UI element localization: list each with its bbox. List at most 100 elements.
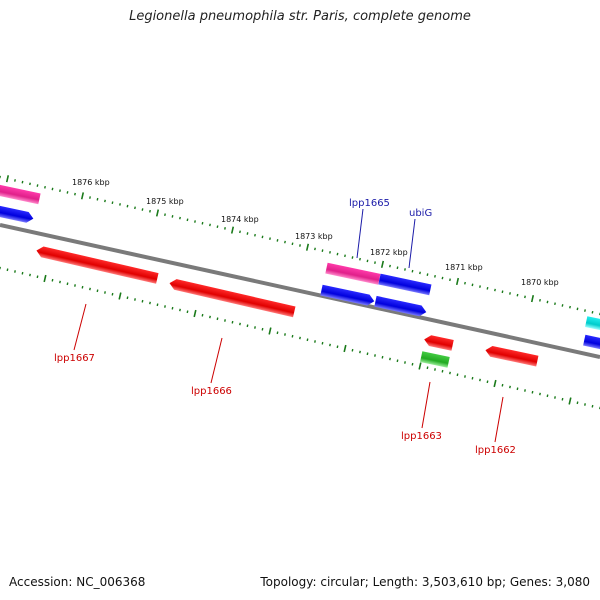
minor-tick [284, 240, 286, 244]
gene-pink-left[interactable] [0, 182, 41, 205]
minor-tick [171, 215, 174, 218]
minor-tick [336, 345, 339, 349]
minor-tick [59, 189, 61, 193]
minor-tick [104, 291, 106, 294]
gene-lpp1664[interactable] [423, 334, 454, 351]
minor-tick [156, 303, 159, 307]
minor-tick [261, 327, 264, 331]
minor-tick [516, 387, 519, 391]
minor-tick [299, 336, 301, 340]
minor-tick [404, 268, 406, 271]
major-tick [230, 226, 235, 234]
minor-tick [201, 221, 204, 225]
minor-tick [479, 285, 481, 288]
major-tick [305, 243, 310, 251]
minor-tick [314, 340, 316, 343]
minor-tick [171, 306, 174, 310]
minor-tick [111, 201, 114, 205]
minor-tick [96, 289, 99, 293]
minor-tick [591, 310, 594, 314]
minor-tick [434, 274, 436, 278]
minor-tick [359, 350, 361, 354]
genome-backbone [0, 223, 600, 359]
minor-tick [561, 397, 564, 401]
major-tick [43, 274, 47, 283]
minor-tick [321, 341, 324, 345]
minor-tick [486, 380, 489, 384]
minor-tick [246, 232, 249, 235]
minor-tick [426, 366, 429, 370]
minor-tick [516, 293, 519, 297]
minor-tick [426, 273, 429, 276]
map-title: Legionella pneumophila str. Paris, compl… [129, 9, 471, 24]
leader-line [73, 303, 87, 351]
minor-tick [66, 282, 69, 286]
tick-track-top [0, 175, 600, 316]
minor-tick [494, 288, 496, 292]
minor-tick [561, 304, 564, 307]
minor-tick [104, 199, 106, 203]
minor-tick [509, 385, 511, 389]
accession-text: Accession: NC_006368 [9, 575, 146, 589]
minor-tick [419, 271, 421, 275]
genome-summary-text: Topology: circular; Length: 3,503,610 bp… [260, 575, 590, 589]
major-tick [380, 260, 385, 268]
major-tick [530, 294, 535, 303]
gene-blue-left[interactable] [0, 203, 35, 224]
gene-ubiG[interactable] [378, 273, 432, 296]
minor-tick [336, 252, 339, 256]
major-tick [455, 277, 460, 286]
minor-tick [276, 331, 279, 335]
minor-tick [396, 266, 399, 270]
minor-tick [96, 197, 99, 201]
minor-tick [261, 235, 264, 239]
minor-tick [524, 389, 526, 392]
minor-tick [411, 362, 414, 366]
gene-lpp1665[interactable] [325, 262, 381, 285]
minor-tick [224, 227, 226, 230]
gene-label-ubiG: ubiG [409, 208, 432, 219]
minor-tick [374, 354, 376, 357]
minor-tick [89, 287, 91, 291]
gene-label-lpp1666: lpp1666 [191, 386, 232, 397]
minor-tick [216, 317, 219, 321]
major-tick [193, 309, 197, 318]
minor-tick [269, 237, 271, 240]
minor-tick [576, 401, 579, 405]
tick-label: 1872 kbp [370, 248, 408, 257]
gene-lpp1662[interactable] [484, 345, 539, 367]
gene-lpp1667[interactable] [35, 245, 159, 284]
minor-tick [524, 295, 526, 299]
minor-tick [554, 396, 556, 399]
minor-tick [36, 184, 39, 187]
minor-tick [366, 259, 369, 263]
major-tick [155, 209, 160, 217]
minor-tick [569, 305, 571, 309]
minor-tick [584, 403, 586, 406]
minor-tick [501, 290, 504, 294]
minor-tick [464, 281, 466, 285]
minor-tick [21, 180, 24, 184]
minor-tick [29, 273, 31, 277]
gene-blue-right[interactable] [583, 334, 600, 352]
minor-tick [44, 185, 46, 189]
minor-tick [141, 299, 144, 303]
minor-tick [291, 334, 294, 338]
minor-tick [351, 256, 354, 259]
gene-lpp1663[interactable] [420, 351, 450, 368]
minor-tick [546, 394, 549, 398]
tick-label: 1876 kbp [72, 178, 110, 187]
minor-tick [456, 373, 459, 377]
minor-tick [164, 213, 166, 217]
gene-lpp1666[interactable] [168, 278, 296, 318]
tick-label: 1870 kbp [521, 278, 559, 287]
minor-tick [434, 368, 436, 371]
minor-tick [344, 254, 346, 258]
gene-blue-1[interactable] [320, 284, 375, 307]
gene-cyan-right[interactable] [585, 316, 600, 334]
tick-label: 1874 kbp [221, 215, 259, 224]
minor-tick [404, 361, 406, 364]
minor-tick [14, 179, 16, 182]
gene-blue-2[interactable] [374, 295, 427, 318]
